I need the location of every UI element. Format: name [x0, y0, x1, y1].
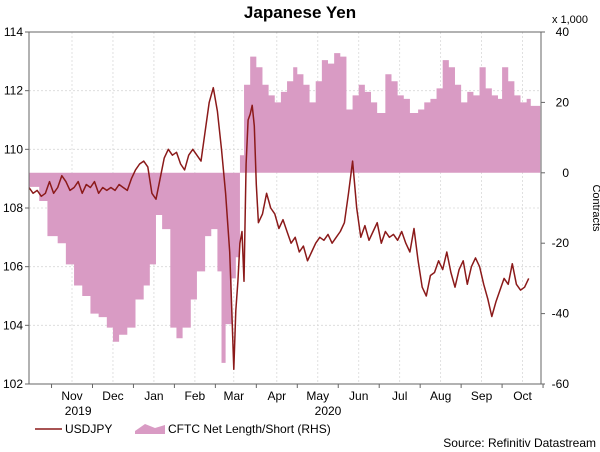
left-tick-label: 112	[4, 84, 23, 98]
x-month-label: Jan	[144, 389, 163, 403]
x-axis-ticks: Nov Dec Jan Feb Mar Apr May Jun Jul Aug Sep Oct 2019…	[51, 384, 544, 418]
x-month-label: Oct	[513, 389, 532, 403]
left-tick-label: 108	[3, 201, 23, 215]
right-axis-label: Contracts	[590, 184, 600, 232]
right-tick-label: 20	[556, 95, 570, 109]
x-month-label: Apr	[267, 389, 286, 403]
cftc-net-area	[29, 53, 541, 363]
x-year-label: 2020	[315, 404, 342, 418]
source-note: Source: Refinitiv Datastream	[443, 436, 596, 450]
x-month-label: Jul	[392, 389, 407, 403]
right-tick-label: -60	[552, 377, 570, 391]
left-tick-label: 104	[3, 318, 23, 332]
usdjpy-line-layer	[28, 86, 530, 371]
x-month-label: Jun	[349, 389, 368, 403]
legend: USDJPY CFTC Net Length/Short (RHS)	[35, 422, 331, 436]
right-tick-label: -40	[552, 307, 570, 321]
legend-swatch-cftc	[135, 424, 165, 434]
legend-label-cftc: CFTC Net Length/Short (RHS)	[168, 422, 331, 436]
left-tick-label: 106	[3, 260, 23, 274]
left-tick-label: 102	[3, 377, 23, 391]
cftc-area-layer	[29, 53, 541, 363]
left-tick-label: 110	[4, 142, 23, 156]
x-month-label: Mar	[223, 389, 244, 403]
right-tick-label: 40	[556, 25, 570, 39]
left-axis-ticks: 102 104 106 108 110 112 114	[3, 25, 29, 391]
x-month-label: Nov	[61, 389, 82, 403]
x-month-label: Sep	[471, 389, 493, 403]
right-tick-label: 0	[562, 166, 569, 180]
left-tick-label: 114	[4, 25, 23, 39]
chart-title: Japanese Yen	[244, 3, 356, 22]
x-year-label: 2019	[65, 404, 92, 418]
right-tick-label: -20	[552, 236, 570, 250]
x-month-label: Dec	[102, 389, 123, 403]
right-axis-multiplier: x 1,000	[552, 14, 588, 26]
right-axis-ticks: -60 -40 -20 0 20 40	[541, 25, 569, 391]
x-month-label: May	[306, 389, 329, 403]
legend-label-usdjpy: USDJPY	[65, 422, 112, 436]
usdjpy-line	[28, 86, 530, 371]
x-month-label: Feb	[185, 389, 206, 403]
x-month-label: Aug	[430, 389, 451, 403]
